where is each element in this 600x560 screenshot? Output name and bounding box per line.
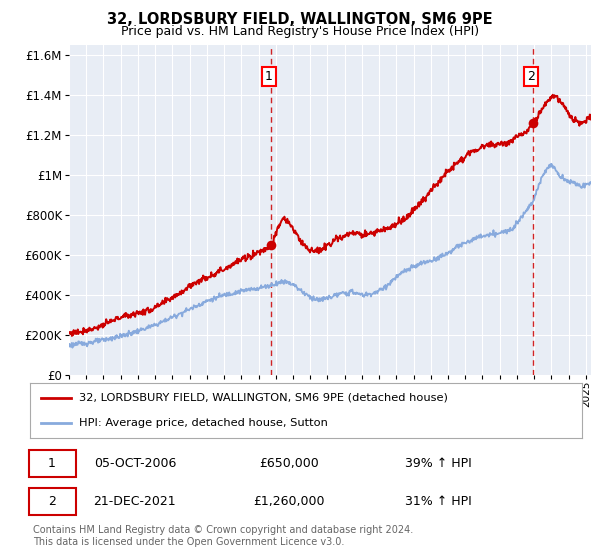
Text: £650,000: £650,000 [260,458,319,470]
Text: 39% ↑ HPI: 39% ↑ HPI [405,458,472,470]
Text: 1: 1 [48,458,56,470]
FancyBboxPatch shape [29,488,76,515]
Text: 21-DEC-2021: 21-DEC-2021 [94,495,176,508]
Text: 31% ↑ HPI: 31% ↑ HPI [405,495,472,508]
Text: 05-OCT-2006: 05-OCT-2006 [94,458,176,470]
Text: 2: 2 [527,71,535,83]
Text: 1: 1 [265,71,273,83]
Text: 2: 2 [48,495,56,508]
Text: Price paid vs. HM Land Registry's House Price Index (HPI): Price paid vs. HM Land Registry's House … [121,25,479,38]
Text: 32, LORDSBURY FIELD, WALLINGTON, SM6 9PE (detached house): 32, LORDSBURY FIELD, WALLINGTON, SM6 9PE… [79,393,448,403]
Text: £1,260,000: £1,260,000 [254,495,325,508]
FancyBboxPatch shape [29,450,76,478]
Text: Contains HM Land Registry data © Crown copyright and database right 2024.
This d: Contains HM Land Registry data © Crown c… [33,525,413,547]
Text: 32, LORDSBURY FIELD, WALLINGTON, SM6 9PE: 32, LORDSBURY FIELD, WALLINGTON, SM6 9PE [107,12,493,27]
Text: HPI: Average price, detached house, Sutton: HPI: Average price, detached house, Sutt… [79,418,328,428]
